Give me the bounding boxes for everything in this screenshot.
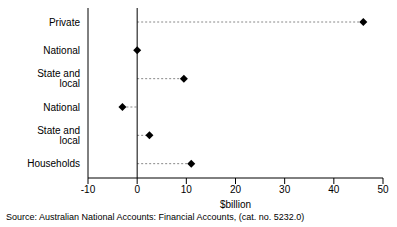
- svg-text:$billion: $billion: [220, 199, 251, 210]
- svg-text:10: 10: [181, 184, 193, 195]
- svg-text:National: National: [43, 102, 80, 113]
- svg-text:Private: Private: [49, 17, 81, 28]
- svg-text:Households: Households: [27, 158, 80, 169]
- svg-text:National: National: [43, 45, 80, 56]
- svg-text:20: 20: [230, 184, 242, 195]
- svg-text:50: 50: [377, 184, 389, 195]
- svg-text:40: 40: [328, 184, 340, 195]
- svg-text:0: 0: [134, 184, 140, 195]
- svg-text:State andlocal: State andlocal: [37, 125, 80, 146]
- svg-text:-10: -10: [81, 184, 96, 195]
- html-text:Source: Australian National Ac: Source: Australian National Accounts: Fi…: [6, 212, 305, 222]
- svg-text:State andlocal: State andlocal: [37, 68, 80, 89]
- svg-text:30: 30: [279, 184, 291, 195]
